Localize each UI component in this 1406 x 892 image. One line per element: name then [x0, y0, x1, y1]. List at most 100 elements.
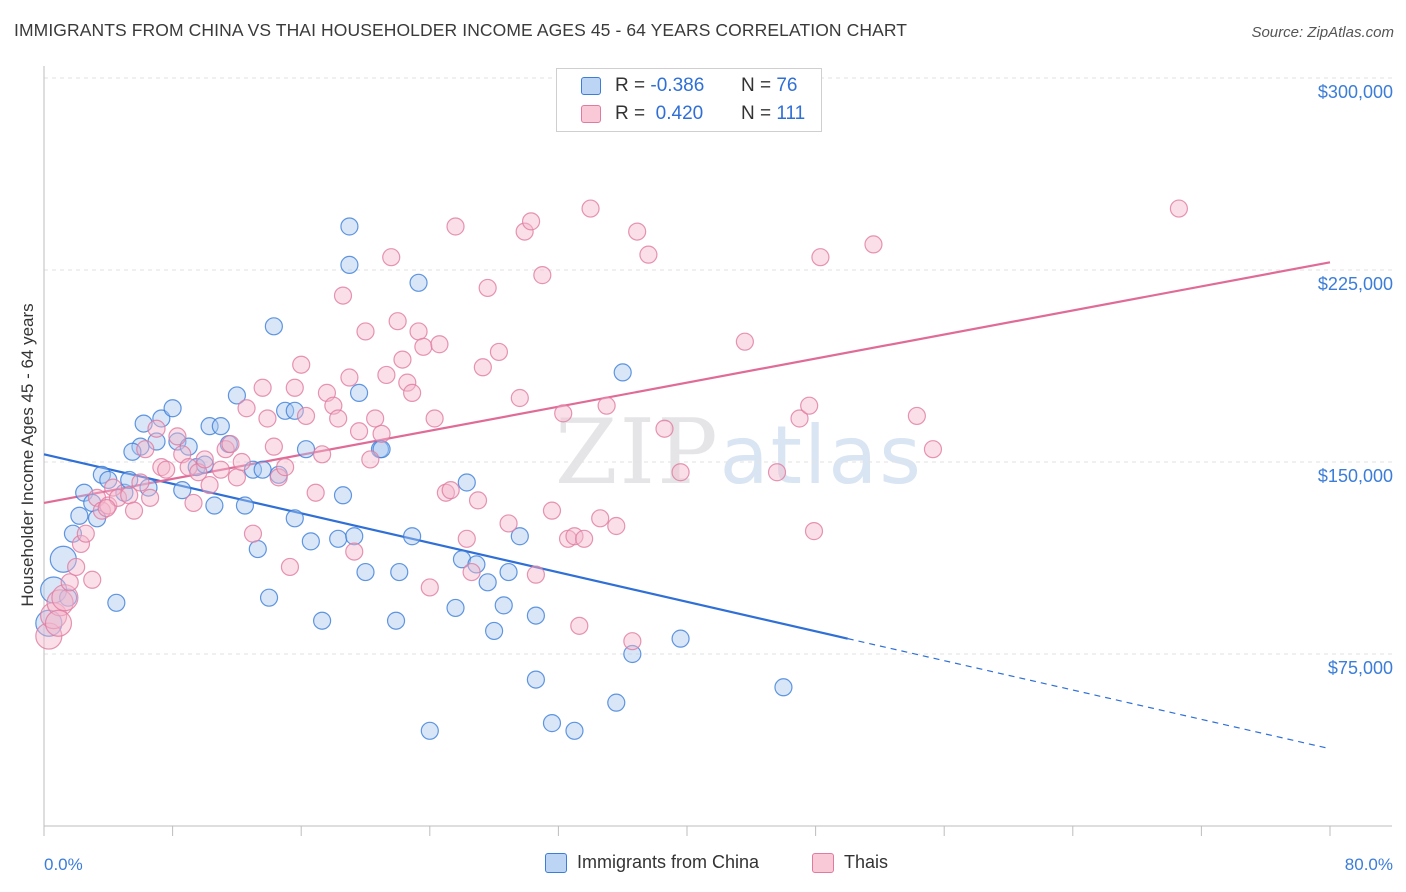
thais-point	[104, 478, 123, 497]
thais-point	[403, 383, 422, 402]
thais-point	[510, 388, 529, 408]
thais-point	[478, 278, 497, 298]
thais-point	[628, 222, 647, 241]
china-point	[276, 401, 295, 420]
watermark-atlas: atlas	[719, 409, 923, 502]
china-point	[485, 621, 504, 641]
thais-point	[800, 396, 819, 415]
thais-point	[136, 440, 155, 459]
thais-point	[157, 460, 176, 479]
thais-point	[179, 458, 198, 477]
x-tick-label-end: 80.0%	[1345, 855, 1393, 874]
thais-point	[570, 616, 589, 635]
thais-point	[554, 404, 573, 423]
thais-point	[623, 632, 642, 651]
thais-point	[790, 409, 809, 428]
thais-point	[430, 335, 449, 354]
thais-point	[147, 419, 166, 438]
thais-point	[264, 437, 283, 456]
thais-point	[40, 601, 68, 630]
china-trend-extension	[847, 638, 1331, 750]
legend-r-value: -0.386	[650, 75, 705, 96]
thais-point	[60, 573, 79, 592]
thais-point	[436, 483, 455, 502]
y-axis-label: Householder Income Ages 45 - 64 years	[18, 303, 37, 606]
thais-point	[457, 529, 476, 548]
china-point	[285, 401, 304, 420]
thais-point	[1169, 199, 1188, 218]
y-tick-label: $75,000	[1328, 658, 1393, 678]
china-point	[372, 440, 391, 459]
thais-point	[591, 509, 610, 528]
bottom-legend-label-china: Immigrants from China	[577, 852, 760, 872]
legend-n-label: N =	[740, 75, 772, 96]
china-point	[446, 598, 465, 618]
thais-point	[211, 460, 230, 479]
thais-point	[521, 212, 541, 231]
thais-point	[168, 427, 187, 446]
china-point	[301, 532, 320, 551]
china-point	[499, 562, 518, 582]
thais-point	[671, 463, 690, 482]
thais-point	[285, 378, 304, 397]
thais-point	[243, 524, 263, 543]
thais-point	[340, 368, 359, 387]
china-point	[235, 496, 255, 515]
china-point	[59, 588, 78, 607]
china-point	[386, 611, 406, 630]
china-point	[227, 386, 246, 405]
thais-point	[227, 468, 246, 487]
thais-point	[533, 266, 552, 285]
thais-point	[46, 589, 74, 617]
thais-point	[44, 609, 73, 637]
china-point	[296, 440, 316, 459]
china-point	[774, 678, 793, 697]
bottom-legend-swatch-thais	[812, 852, 834, 873]
china-point	[457, 473, 476, 492]
china-point	[248, 539, 267, 559]
thais-point	[597, 396, 616, 415]
thais-point	[232, 452, 251, 472]
legend-n-value: 111	[776, 103, 806, 124]
china-point	[403, 527, 422, 546]
china-point	[356, 562, 375, 582]
china-point	[623, 644, 642, 664]
thais-point	[907, 406, 926, 426]
china-point	[152, 409, 171, 428]
thais-point	[811, 248, 830, 267]
thais-point	[71, 534, 91, 554]
legend-r-label: R =	[615, 75, 646, 96]
thais-point	[292, 355, 311, 374]
thais-point	[269, 468, 288, 487]
thais-point	[237, 399, 256, 418]
china-point	[390, 562, 409, 582]
thais-point	[923, 440, 943, 459]
thais-point	[409, 322, 428, 341]
thais-point	[258, 409, 277, 428]
china-point	[340, 255, 359, 274]
thais-point	[200, 475, 219, 495]
legend-swatch-china	[581, 77, 601, 95]
axis-labels: $75,000 $150,000 $225,000 $300,000 0.0% 80.0%…	[18, 82, 1393, 874]
thais-point	[108, 488, 128, 507]
thais-point	[356, 322, 375, 341]
china-point	[420, 721, 439, 740]
thais-point	[864, 235, 883, 254]
thais-point	[131, 473, 150, 492]
thais-point	[767, 463, 787, 482]
thais-point	[446, 217, 465, 236]
thais-point	[515, 222, 534, 241]
thais-point	[575, 529, 594, 548]
china-point	[542, 714, 562, 733]
china-point	[120, 470, 139, 490]
thais-point	[639, 245, 658, 264]
legend-swatch-thais	[581, 105, 601, 123]
china-point	[70, 506, 89, 525]
thais-point	[388, 312, 407, 331]
thais-point	[441, 481, 460, 500]
thais-point	[804, 522, 824, 541]
source-label: Source: ZipAtlas.com	[1251, 24, 1394, 41]
thais-point	[468, 491, 488, 510]
thais-point	[140, 488, 160, 507]
china-point	[253, 460, 272, 479]
